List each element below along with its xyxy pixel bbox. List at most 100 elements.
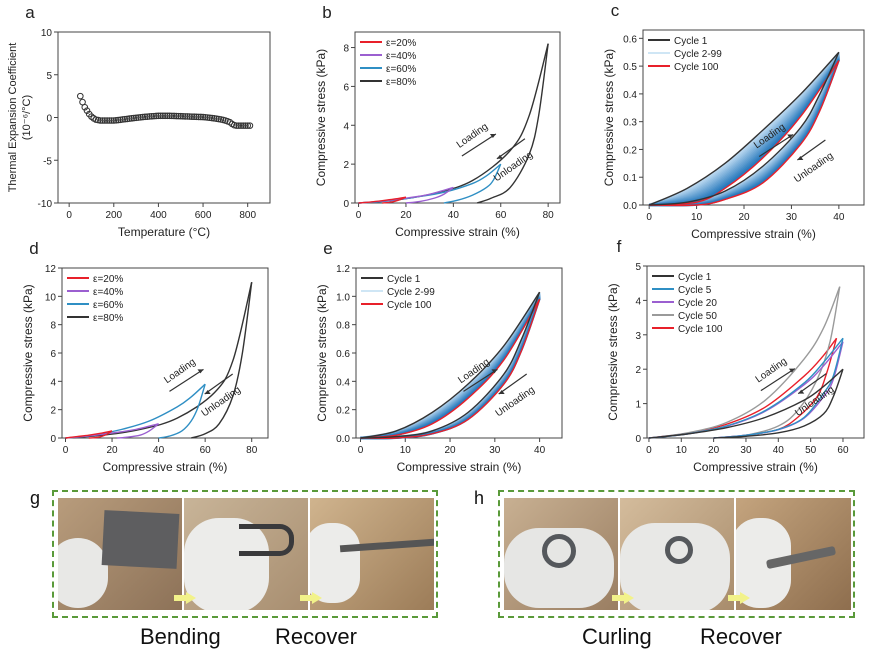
y-tick-label: 0.4 [623, 90, 637, 101]
x-tick-label: 20 [444, 445, 456, 456]
data-point [193, 113, 200, 121]
glove-icon [184, 518, 269, 610]
y-tick-label: 0.0 [623, 201, 637, 212]
photo-flat-film [58, 498, 182, 610]
loading-curve-Cycle 1 [648, 368, 844, 439]
y-tick-label: 0.3 [623, 118, 637, 129]
data-point [143, 113, 151, 120]
band-unloading-curve [360, 298, 541, 440]
unloading-annotation: Unloading [793, 384, 836, 419]
y-tick-label: -10 [38, 199, 53, 210]
loading-annotation: Loading [455, 121, 490, 150]
data-point [152, 112, 160, 120]
x-tick-label: 0 [646, 445, 652, 456]
x-axis-label: Temperature (°C) [118, 225, 210, 239]
loading-arrowhead-icon [788, 368, 795, 373]
data-point [135, 114, 142, 121]
unloading-arrowhead-icon [496, 154, 503, 159]
data-point [146, 113, 153, 120]
panel-letter-a: a [25, 3, 35, 22]
x-tick-label: 20 [106, 445, 118, 456]
legend-label: Cycle 50 [678, 311, 717, 322]
data-point [246, 122, 254, 129]
data-point [97, 117, 104, 124]
legend-label: Cycle 1 [674, 36, 708, 47]
data-point [239, 122, 247, 129]
legend-label: ε=60% [386, 64, 416, 75]
data-point [235, 122, 243, 129]
y-axis-label: Compressive stress (kPa) [602, 49, 616, 186]
loading-arrow-icon [169, 368, 204, 392]
panel-letter-d: d [29, 239, 38, 258]
x-tick-label: 10 [676, 445, 688, 456]
unloading-arrowhead-icon [498, 390, 505, 394]
plot-frame [642, 29, 865, 206]
loading-curve-ε=20% [358, 196, 407, 204]
data-point [177, 112, 185, 120]
unloading-arrowhead-icon [798, 389, 805, 394]
unloading-curve-ε=60% [443, 163, 502, 204]
x-tick-label: 60 [837, 445, 849, 456]
data-point [128, 115, 135, 122]
arrow-right-icon [728, 592, 750, 604]
data-point [112, 117, 120, 124]
unloading-arrowhead-icon [204, 390, 211, 394]
loading-arrow-icon [760, 368, 796, 392]
y-tick-label: 0 [50, 434, 56, 445]
x-tick-label: 0 [646, 212, 652, 223]
loading-arrowhead-icon [197, 369, 204, 374]
y-tick-label: 1.0 [336, 292, 350, 303]
data-point [172, 112, 180, 120]
y-tick-label: 10 [41, 28, 53, 39]
data-point [179, 113, 187, 120]
x-tick-label: 30 [740, 445, 752, 456]
data-point [117, 116, 124, 124]
data-point [119, 116, 127, 123]
plot-frame [646, 265, 865, 439]
x-tick-label: 40 [773, 445, 785, 456]
legend-label: Cycle 5 [678, 285, 712, 296]
y-axis-label-unit: (10⁻⁶/°C) [21, 95, 33, 140]
unloading-curve-ε=40% [116, 423, 160, 439]
x-tick-label: 600 [195, 210, 212, 221]
data-point [108, 117, 115, 124]
y-tick-label: 1 [635, 400, 641, 411]
unloading-curve-Cycle 5 [713, 338, 844, 439]
y-tick-label: 2 [635, 365, 641, 376]
data-point [204, 114, 211, 121]
legend-label: Cycle 20 [678, 298, 717, 309]
y-axis-label: Compressive stress (kPa) [21, 284, 35, 421]
y-tick-label: 0.6 [623, 34, 637, 45]
panel-letter-c: c [611, 1, 620, 20]
data-point [114, 116, 122, 124]
panel-letter-e: e [323, 239, 332, 258]
loading-arrowhead-icon [787, 134, 794, 139]
data-point [141, 113, 149, 121]
unloading-curve-Cycle 1 [649, 51, 840, 206]
data-point [159, 112, 167, 120]
y-tick-label: 2 [50, 406, 56, 417]
legend-label: ε=80% [386, 77, 416, 88]
unloading-curve-ε=80% [190, 282, 253, 439]
loading-curve-ε=20% [65, 430, 113, 439]
unloading-curve-Cycle 1 [360, 291, 541, 439]
data-point [181, 113, 189, 120]
caption-bending: Bending [140, 624, 221, 649]
data-point [123, 115, 131, 123]
arrow-right-icon [612, 592, 634, 604]
unloading-curve-ε=20% [382, 196, 407, 204]
data-point [101, 117, 109, 124]
x-axis-label: Compressive strain (%) [395, 225, 520, 239]
unloading-curve-ε=60% [158, 383, 206, 439]
y-tick-label: 3 [635, 331, 641, 342]
x-tick-label: 0 [356, 210, 362, 221]
data-point [148, 113, 156, 120]
photo-recovered-film-2 [736, 498, 851, 610]
loading-annotation: Loading [754, 356, 789, 385]
film-strip [101, 510, 180, 569]
x-tick-label: 50 [805, 445, 817, 456]
legend-label: ε=20% [386, 38, 416, 49]
x-axis-label: Compressive strain (%) [691, 227, 816, 241]
x-tick-label: 80 [543, 210, 555, 221]
data-point [170, 112, 178, 120]
